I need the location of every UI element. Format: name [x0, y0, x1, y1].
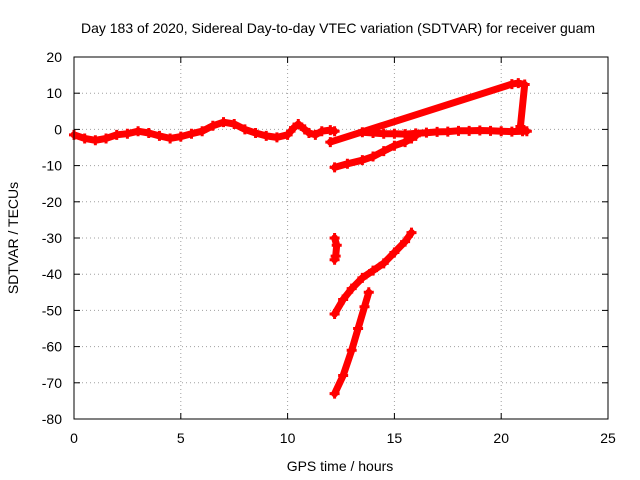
data-point [389, 128, 400, 139]
data-point [90, 135, 101, 146]
series-3 [329, 227, 417, 320]
x-tick-label: 25 [600, 430, 616, 446]
data-point [303, 128, 314, 139]
data-point [239, 124, 250, 135]
x-tick-label: 0 [70, 430, 78, 446]
data-point [453, 125, 464, 136]
y-tick-label: -10 [42, 158, 62, 174]
y-axis-label: SDTVAR / TECUs [5, 182, 21, 294]
y-tick-label: -20 [42, 194, 62, 210]
data-point [329, 254, 340, 265]
data-point [389, 247, 400, 258]
data-point [406, 227, 417, 238]
data-point [133, 126, 144, 137]
data-point [197, 126, 208, 137]
y-tick-label: -60 [42, 339, 62, 355]
data-point [229, 118, 240, 129]
data-point [101, 133, 112, 144]
data-point [346, 345, 357, 356]
y-tick-label: -50 [42, 302, 62, 318]
data-point [357, 272, 368, 283]
data-point [338, 294, 349, 305]
data-point [293, 118, 304, 129]
y-tick-label: -80 [42, 411, 62, 427]
data-point [165, 133, 176, 144]
y-tick-label: 20 [46, 49, 62, 65]
data-point [410, 130, 421, 141]
data-point [316, 126, 327, 137]
data-point [207, 120, 218, 131]
data-point [261, 130, 272, 141]
data-point [271, 132, 282, 143]
data-point [329, 126, 340, 137]
data-point [496, 126, 507, 137]
data-point [442, 126, 453, 137]
data-point [218, 117, 229, 128]
data-point [378, 128, 389, 139]
data-point [378, 258, 389, 269]
data-point [400, 137, 411, 148]
data-point [389, 140, 400, 151]
data-point [357, 155, 368, 166]
data-point [353, 323, 364, 334]
data-point [432, 126, 443, 137]
data-point [79, 133, 90, 144]
data-point [400, 236, 411, 247]
y-tick-label: -40 [42, 266, 62, 282]
data-point [325, 137, 336, 148]
series-0 [69, 117, 340, 146]
data-point [331, 240, 342, 251]
data-point [111, 129, 122, 140]
data-point [421, 127, 432, 138]
data-point [154, 130, 165, 141]
x-tick-label: 10 [280, 430, 296, 446]
data-point [342, 158, 353, 169]
data-point [329, 309, 340, 320]
data-point [122, 128, 133, 139]
series-5 [329, 233, 342, 265]
y-tick-label: -30 [42, 230, 62, 246]
data-point [338, 370, 349, 381]
data-point [329, 162, 340, 173]
y-tick-label: -70 [42, 375, 62, 391]
x-tick-label: 5 [177, 430, 185, 446]
data-point [186, 128, 197, 139]
data-point [346, 283, 357, 294]
data-layer [69, 78, 532, 399]
data-point [506, 126, 517, 137]
data-point [250, 128, 261, 139]
data-point [378, 146, 389, 157]
x-tick-label: 15 [387, 430, 403, 446]
data-point [363, 287, 374, 298]
data-point [282, 129, 293, 140]
data-point [175, 131, 186, 142]
data-point [485, 125, 496, 136]
axis-layer: 0 5 10 15 20 25 20 10 0 -10 -20 -30 -40 -50 -60 -70 -80 [42, 49, 616, 446]
data-point [464, 125, 475, 136]
data-point [310, 129, 321, 140]
series-6 [325, 78, 530, 148]
data-point [474, 125, 485, 136]
data-point [368, 151, 379, 162]
data-point [519, 79, 530, 90]
series-4 [329, 287, 374, 399]
data-point [368, 265, 379, 276]
chart-title: Day 183 of 2020, Sidereal Day-to-day VTE… [81, 20, 595, 36]
series-2 [329, 130, 421, 173]
x-tick-label: 20 [493, 430, 509, 446]
data-point [329, 233, 340, 243]
data-point [329, 388, 340, 399]
y-tick-label: 10 [46, 85, 62, 101]
y-tick-label: 0 [54, 121, 62, 137]
data-point [143, 128, 154, 139]
x-axis-label: GPS time / hours [287, 458, 394, 474]
data-point [517, 123, 528, 134]
data-point [359, 301, 370, 312]
grid-layer [74, 57, 608, 419]
